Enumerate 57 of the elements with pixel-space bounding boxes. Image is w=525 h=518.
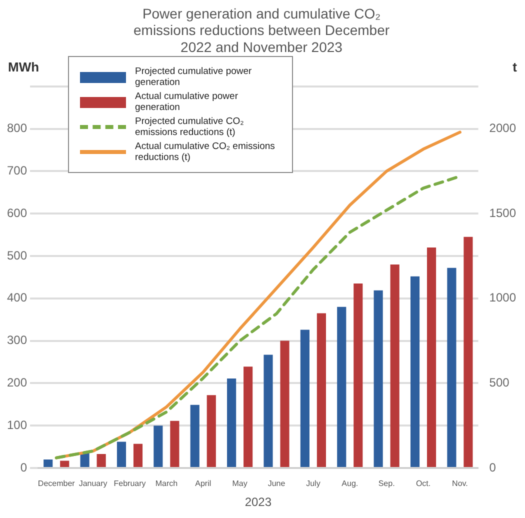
y-tick-label: 100 <box>6 418 28 432</box>
legend-label: Actual cumulative CO₂ emissions reductions (t) <box>135 141 276 164</box>
bar <box>244 366 253 467</box>
bar <box>264 354 273 467</box>
bar <box>354 284 363 467</box>
bar <box>300 330 310 467</box>
x-tick-label: Oct. <box>416 479 431 488</box>
y-tick-label: 600 <box>6 206 28 220</box>
bar <box>374 290 383 467</box>
bar <box>447 268 456 467</box>
bar <box>426 248 436 467</box>
x-tick-label: February <box>114 479 146 488</box>
y2-tick-label: 0 <box>489 460 496 474</box>
bar <box>206 395 216 467</box>
bar <box>337 306 346 467</box>
legend-label: Projected cumulative power generation <box>135 66 253 88</box>
legend-label: Projected cumulative CO₂ emissions reductions (t) <box>135 116 245 138</box>
x-tick-label: July <box>306 479 320 488</box>
y2-tick-label: 500 <box>489 376 510 390</box>
y-tick-label: 500 <box>6 248 28 262</box>
bar <box>154 426 163 467</box>
x-tick-label: Sep. <box>378 479 395 488</box>
x-tick-label: April <box>195 479 212 488</box>
bar <box>44 460 53 467</box>
y-tick-label: 400 <box>6 290 28 305</box>
y-tick-label: 300 <box>6 333 28 348</box>
bar <box>390 264 400 467</box>
y2-axis-title: t <box>512 59 518 74</box>
bar <box>227 378 236 467</box>
x-axis-title: 2023 <box>244 495 272 510</box>
y-tick-label: 800 <box>6 121 28 136</box>
x-tick-label: Nov. <box>452 479 468 488</box>
bar <box>280 340 290 467</box>
bar <box>133 444 143 467</box>
chart-title: Power generation and cumulative CO₂ emissions reductions between December 2022 and November 2023 <box>133 5 390 55</box>
y2-tick-label: 2000 <box>489 121 516 136</box>
y2-tick-label: 1500 <box>489 206 516 220</box>
y-tick-label: 700 <box>6 164 28 178</box>
bar <box>464 236 473 467</box>
bar <box>316 313 326 467</box>
bar <box>60 460 70 467</box>
bar <box>116 442 126 467</box>
x-tick-label: December <box>38 479 76 488</box>
bar <box>96 454 106 467</box>
x-tick-label: January <box>78 479 108 488</box>
y2-tick-label: 1000 <box>489 290 516 305</box>
x-tick-label: Aug. <box>342 479 358 488</box>
bar <box>410 276 420 467</box>
y-axis-title: MWh <box>8 59 40 74</box>
x-tick-label: May <box>232 479 248 488</box>
y-tick-label: 0 <box>20 460 28 474</box>
x-tick-label: June <box>268 479 286 488</box>
x-tick-label: March <box>155 479 178 488</box>
y-tick-label: 200 <box>6 376 28 390</box>
bar <box>190 404 200 467</box>
legend-label: Actual cumulative power generation <box>135 91 239 114</box>
bar <box>170 420 180 467</box>
